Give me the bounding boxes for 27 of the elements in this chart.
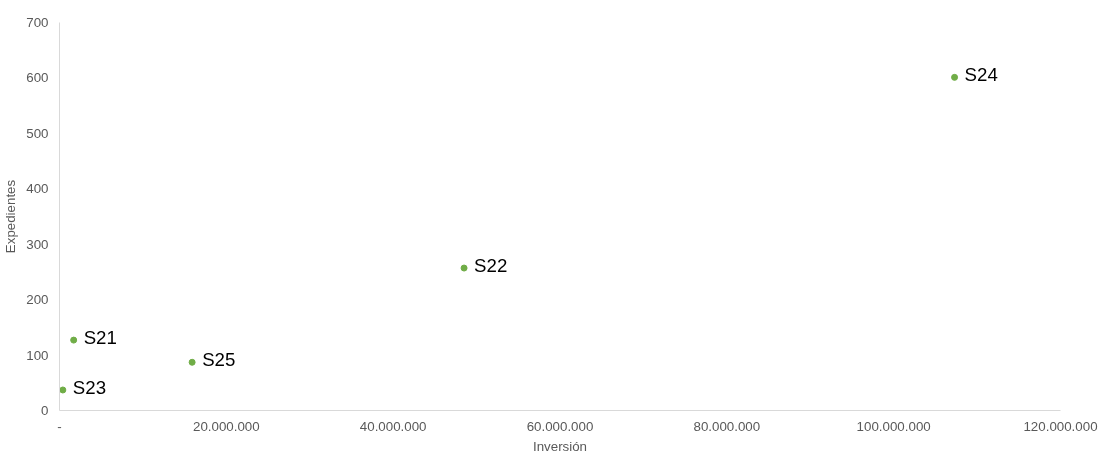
- annotation: S25: [202, 349, 236, 371]
- point: [951, 73, 959, 81]
- y-tick-label: 300: [26, 236, 49, 252]
- y-tick-label: 100: [26, 347, 49, 363]
- y-tick-label: 200: [26, 292, 49, 308]
- x-tick-label: 120.000.000: [1023, 418, 1098, 434]
- point: [70, 336, 78, 344]
- y-tick-label: 400: [26, 181, 49, 197]
- y-tick-label: 500: [26, 125, 49, 141]
- y-tick-label: 700: [26, 15, 49, 30]
- point: [460, 264, 468, 272]
- annotation: S22: [474, 255, 508, 277]
- x-tick-label: 20.000.000: [192, 418, 260, 434]
- y-axis-title: Expedientes: [3, 179, 19, 254]
- annotation: S23: [72, 376, 107, 398]
- x-tick-label: 80.000.000: [693, 418, 761, 434]
- x-axis-title: Inversión: [532, 438, 588, 454]
- x-tick-label: 40.000.000: [359, 418, 427, 434]
- y-tick-label: 0: [41, 403, 49, 418]
- y-tick-label: 600: [26, 70, 49, 86]
- x-tick-label: -: [57, 418, 62, 434]
- x-tick-label: 60.000.000: [526, 418, 594, 434]
- x-tick-label: 100.000.000: [856, 418, 931, 434]
- point: [59, 386, 67, 394]
- annotation: S21: [83, 327, 117, 349]
- point: [188, 358, 196, 366]
- annotation: S24: [964, 64, 998, 86]
